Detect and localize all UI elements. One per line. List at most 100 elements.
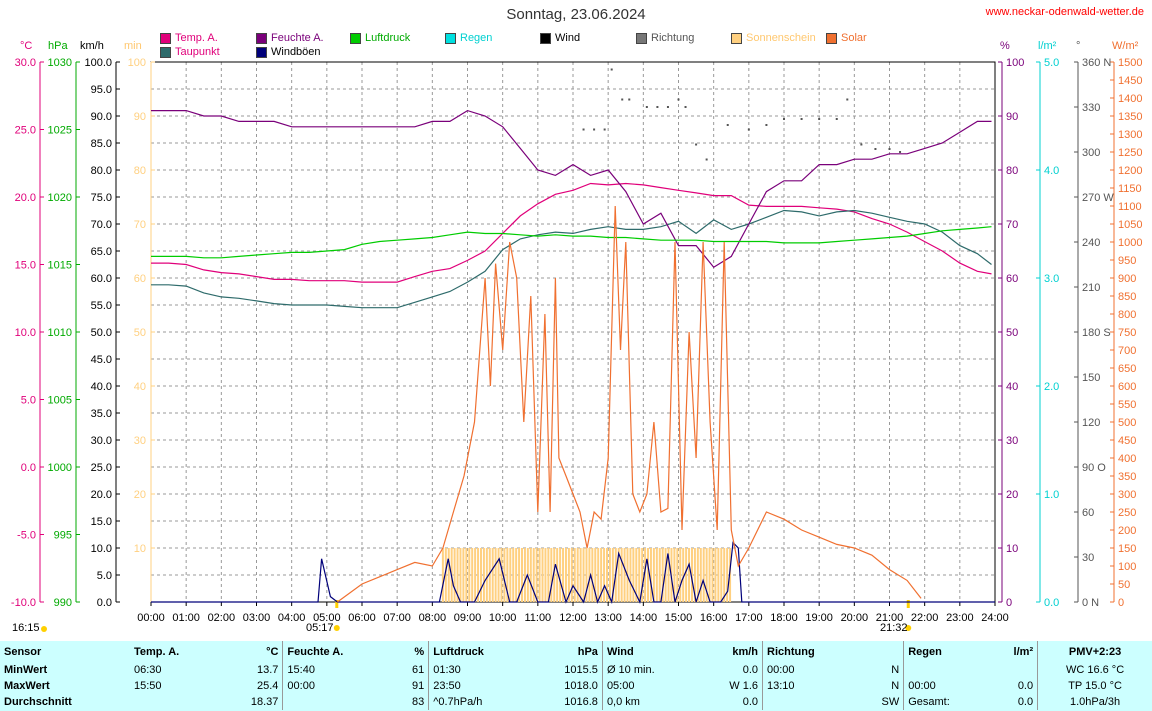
- direction-point: [677, 98, 680, 101]
- direction-point: [603, 128, 606, 131]
- axis-label-solar: 1300: [1118, 129, 1142, 141]
- stats-cell: 15:40: [287, 664, 315, 676]
- x-tick-label: 03:00: [243, 612, 271, 624]
- axis-label-dir: 300: [1082, 147, 1100, 159]
- axis-label-solar: 1050: [1118, 219, 1142, 231]
- stats-row-max: MaxWert 15:50 25.4 00:00 91 23:50 1018.0…: [0, 678, 1152, 694]
- axis-label-temp: 0.0: [21, 462, 36, 474]
- stats-h-press: Luftdruck: [433, 645, 484, 658]
- axis-head-rain: l/m²: [1038, 40, 1057, 52]
- direction-point: [695, 143, 698, 146]
- stats-cell: N: [858, 678, 905, 694]
- axis-head-sun: min: [124, 40, 142, 52]
- legend-luftdruck-swatch: [350, 32, 361, 44]
- axis-label-wind: 35.0: [91, 408, 112, 420]
- axis-label-solar: 200: [1118, 525, 1136, 537]
- series-luftdruck: [151, 226, 992, 259]
- direction-point: [860, 143, 863, 146]
- corner-sun-icon: [41, 626, 47, 632]
- x-tick-label: 12:00: [559, 612, 587, 624]
- x-tick-label: 04:00: [278, 612, 306, 624]
- stats-cell: 01:30: [433, 664, 461, 676]
- stats-cell: 61: [393, 662, 430, 678]
- axis-label-press: 1005: [48, 395, 72, 407]
- series-windb-en: [151, 541, 995, 605]
- direction-point: [726, 124, 729, 126]
- stats-h-dir: Richtung: [767, 645, 815, 658]
- stats-h-hum: Feuchte A.: [287, 645, 344, 658]
- site-url[interactable]: www.neckar-odenwald-wetter.de: [985, 6, 1144, 18]
- x-tick-label: 11:00: [524, 612, 551, 624]
- axis-label-wind: 45.0: [91, 354, 112, 366]
- axis-label-sun: 50: [134, 327, 146, 339]
- axis-label-rain: 2.0: [1044, 381, 1059, 393]
- axis-label-hum: 10: [1006, 543, 1018, 555]
- axis-label-solar: 600: [1118, 381, 1136, 393]
- axis-label-solar: 350: [1118, 471, 1136, 483]
- grid: [151, 62, 995, 602]
- direction-point: [846, 98, 849, 101]
- stats-h-wind: Wind: [606, 645, 634, 658]
- stats-cell: 00:00: [908, 680, 936, 692]
- legend-luftdruck: Luftdruck: [350, 32, 410, 44]
- axis-label-press: 1020: [48, 192, 72, 204]
- axis-label-wind: 70.0: [91, 219, 112, 231]
- legend-sonnenschein: Sonnenschein: [731, 32, 816, 44]
- axis-label-sun: 10: [134, 543, 146, 555]
- direction-point: [645, 106, 648, 108]
- stats-h-temp-unit: °C: [221, 641, 284, 662]
- stats-cell: 05:00: [606, 680, 635, 692]
- axis-label-solar: 1250: [1118, 147, 1142, 159]
- stats-cell: 83: [393, 694, 430, 710]
- axis-label-solar: 900: [1118, 273, 1136, 285]
- x-tick-label: 01:00: [172, 612, 200, 624]
- stats-table: Sensor Temp. A. °C Feuchte A. % Luftdruc…: [0, 641, 1152, 710]
- stats-h-pmv: PMV+2:23: [1068, 645, 1122, 658]
- axis-label-hum: 20: [1006, 489, 1018, 501]
- x-tick-label: 08:00: [419, 612, 447, 624]
- direction-point: [747, 128, 750, 131]
- axis-label-temp: 30.0: [15, 57, 36, 69]
- sunrise-time: 05:17: [306, 622, 334, 634]
- axis-label-solar: 50: [1118, 579, 1130, 591]
- axis-head-press: hPa: [48, 40, 68, 52]
- axis-label-wind: 15.0: [91, 516, 112, 528]
- stats-cell: [989, 662, 1039, 678]
- stats-cell: TP 15.0 °C: [1068, 680, 1122, 692]
- stats-cell: 25.4: [221, 678, 284, 694]
- x-tick-label: 07:00: [383, 612, 411, 624]
- series-temp-a-: [151, 182, 992, 283]
- direction-point: [610, 68, 613, 71]
- legend-regen-label: Regen: [460, 32, 493, 44]
- axis-label-sun: 100: [128, 57, 146, 69]
- x-tick-label: 21:00: [876, 612, 904, 624]
- direction-point: [705, 158, 708, 161]
- axis-label-solar: 1000: [1118, 237, 1142, 249]
- stats-h-sensor: Sensor: [4, 645, 42, 658]
- x-tick-label: 00:00: [137, 612, 165, 624]
- stats-cell: 23:50: [433, 680, 461, 692]
- direction-point: [835, 118, 838, 120]
- direction-point: [765, 124, 768, 126]
- stats-cell: MaxWert: [4, 680, 50, 692]
- legend-wind: Wind: [540, 32, 580, 44]
- axis-label-rain: 3.0: [1044, 273, 1059, 285]
- legend-sonnenschein-swatch: [731, 32, 742, 44]
- legend-sonnenschein-label: Sonnenschein: [746, 32, 816, 44]
- series: [151, 68, 995, 605]
- axis-label-hum: 40: [1006, 381, 1018, 393]
- axis-label-hum: 30: [1006, 435, 1018, 447]
- stats-h-hum-unit: %: [393, 641, 430, 662]
- legend-wind-label: Wind: [555, 32, 581, 44]
- stats-cell: Durchschnitt: [4, 696, 72, 708]
- stats-cell: 1015.5: [530, 662, 603, 678]
- x-tick-label: 13:00: [594, 612, 622, 624]
- weather-chart: 00:00 01:00 02:00 03:00 04:00 05:00 06:00 07:00…: [11, 57, 1142, 632]
- axis-label-wind: 40.0: [91, 381, 112, 393]
- x-tick-label: 15:00: [665, 612, 693, 624]
- axis-label-wind: 25.0: [91, 462, 112, 474]
- direction-point: [666, 106, 669, 108]
- series-feuchte-a-: [151, 109, 992, 268]
- stats-cell: [904, 662, 990, 678]
- stats-cell: Gesamt:: [908, 696, 950, 708]
